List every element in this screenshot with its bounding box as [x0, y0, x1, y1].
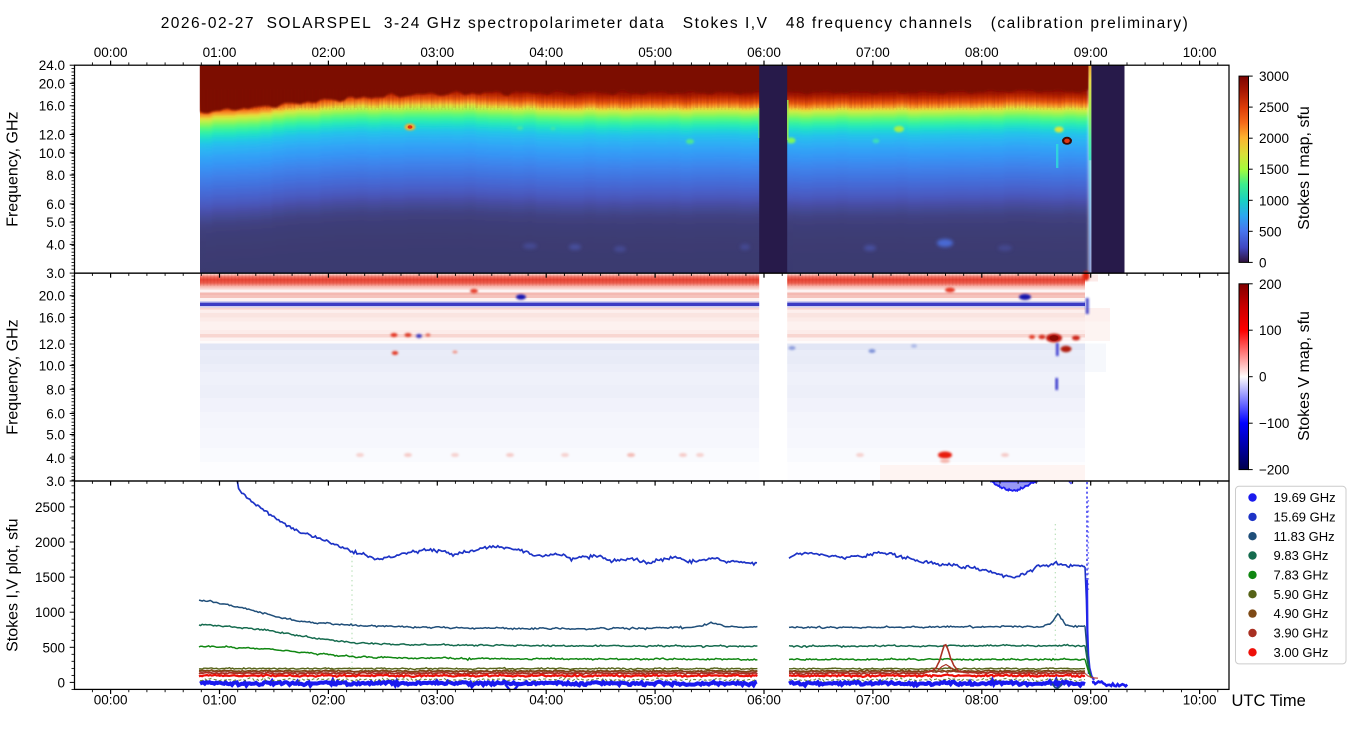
svg-text:2500: 2500: [1259, 100, 1289, 115]
svg-text:5.0: 5.0: [46, 428, 65, 443]
svg-text:06:00: 06:00: [747, 692, 781, 707]
svg-text:0: 0: [1259, 255, 1267, 270]
svg-text:10:00: 10:00: [1183, 692, 1217, 707]
svg-text:03:00: 03:00: [420, 45, 454, 60]
svg-text:2000: 2000: [1259, 131, 1289, 146]
svg-text:3.0: 3.0: [46, 266, 65, 281]
svg-text:4.0: 4.0: [46, 237, 65, 252]
svg-text:5.0: 5.0: [46, 215, 65, 230]
svg-text:3.00 GHz: 3.00 GHz: [1274, 645, 1329, 660]
svg-text:3.0: 3.0: [46, 474, 65, 489]
svg-text:02:00: 02:00: [312, 45, 346, 60]
svg-text:07:00: 07:00: [856, 45, 890, 60]
svg-text:8.0: 8.0: [46, 168, 65, 183]
svg-text:20.0: 20.0: [39, 76, 65, 91]
svg-text:03:00: 03:00: [420, 692, 454, 707]
svg-text:Stokes I map, sfu: Stokes I map, sfu: [1296, 106, 1313, 230]
svg-text:05:00: 05:00: [638, 692, 672, 707]
svg-text:08:00: 08:00: [965, 45, 999, 60]
svg-text:10.0: 10.0: [39, 146, 65, 161]
svg-text:Frequency, GHz: Frequency, GHz: [5, 112, 22, 227]
svg-text:04:00: 04:00: [529, 692, 563, 707]
svg-text:9.83 GHz: 9.83 GHz: [1274, 548, 1329, 563]
svg-text:20.0: 20.0: [39, 289, 65, 304]
svg-text:−100: −100: [1259, 416, 1289, 431]
svg-text:16.0: 16.0: [39, 310, 65, 325]
svg-text:12.0: 12.0: [39, 337, 65, 352]
svg-text:12.0: 12.0: [39, 128, 65, 143]
svg-text:4.0: 4.0: [46, 451, 65, 466]
svg-text:500: 500: [42, 640, 65, 655]
svg-text:2026-02-27 SOLARSPEL 3-24 GH: 2026-02-27 SOLARSPEL 3-24 GHz spectropol…: [161, 15, 1190, 32]
svg-text:01:00: 01:00: [203, 692, 237, 707]
svg-text:Stokes I,V plot, sfu: Stokes I,V plot, sfu: [5, 518, 22, 651]
svg-text:Frequency, GHz: Frequency, GHz: [5, 319, 22, 434]
svg-text:1500: 1500: [1259, 162, 1289, 177]
svg-text:19.69 GHz: 19.69 GHz: [1274, 490, 1336, 505]
svg-text:3000: 3000: [1259, 69, 1289, 84]
svg-text:06:00: 06:00: [747, 45, 781, 60]
svg-text:05:00: 05:00: [638, 45, 672, 60]
svg-text:02:00: 02:00: [312, 692, 346, 707]
svg-text:07:00: 07:00: [856, 692, 890, 707]
svg-text:500: 500: [1259, 224, 1282, 239]
svg-text:2000: 2000: [35, 535, 65, 550]
svg-text:09:00: 09:00: [1074, 692, 1108, 707]
svg-text:7.83 GHz: 7.83 GHz: [1274, 568, 1329, 583]
svg-text:5.90 GHz: 5.90 GHz: [1274, 587, 1329, 602]
svg-text:Stokes V map, sfu: Stokes V map, sfu: [1296, 311, 1313, 441]
svg-text:3.90 GHz: 3.90 GHz: [1274, 626, 1329, 641]
svg-text:6.0: 6.0: [46, 197, 65, 212]
svg-text:4.90 GHz: 4.90 GHz: [1274, 606, 1329, 621]
svg-text:6.0: 6.0: [46, 407, 65, 422]
svg-text:24.0: 24.0: [39, 58, 65, 73]
svg-text:11.83 GHz: 11.83 GHz: [1274, 529, 1335, 544]
svg-text:09:00: 09:00: [1074, 45, 1108, 60]
svg-text:10.0: 10.0: [39, 358, 65, 373]
svg-text:08:00: 08:00: [965, 692, 999, 707]
svg-text:1000: 1000: [35, 605, 65, 620]
svg-text:15.69 GHz: 15.69 GHz: [1274, 510, 1336, 525]
svg-text:00:00: 00:00: [94, 692, 128, 707]
svg-text:1500: 1500: [35, 570, 65, 585]
svg-text:0: 0: [1259, 370, 1267, 385]
svg-text:16.0: 16.0: [39, 99, 65, 114]
svg-text:200: 200: [1259, 277, 1282, 292]
svg-text:04:00: 04:00: [529, 45, 563, 60]
svg-text:100: 100: [1259, 323, 1282, 338]
svg-text:1000: 1000: [1259, 193, 1289, 208]
svg-text:2500: 2500: [35, 500, 65, 515]
svg-text:−200: −200: [1259, 463, 1289, 478]
svg-text:8.0: 8.0: [46, 382, 65, 397]
svg-text:10:00: 10:00: [1183, 45, 1217, 60]
svg-text:0: 0: [57, 675, 65, 690]
svg-text:UTC Time: UTC Time: [1232, 692, 1306, 710]
svg-text:01:00: 01:00: [203, 45, 237, 60]
svg-text:00:00: 00:00: [94, 45, 128, 60]
